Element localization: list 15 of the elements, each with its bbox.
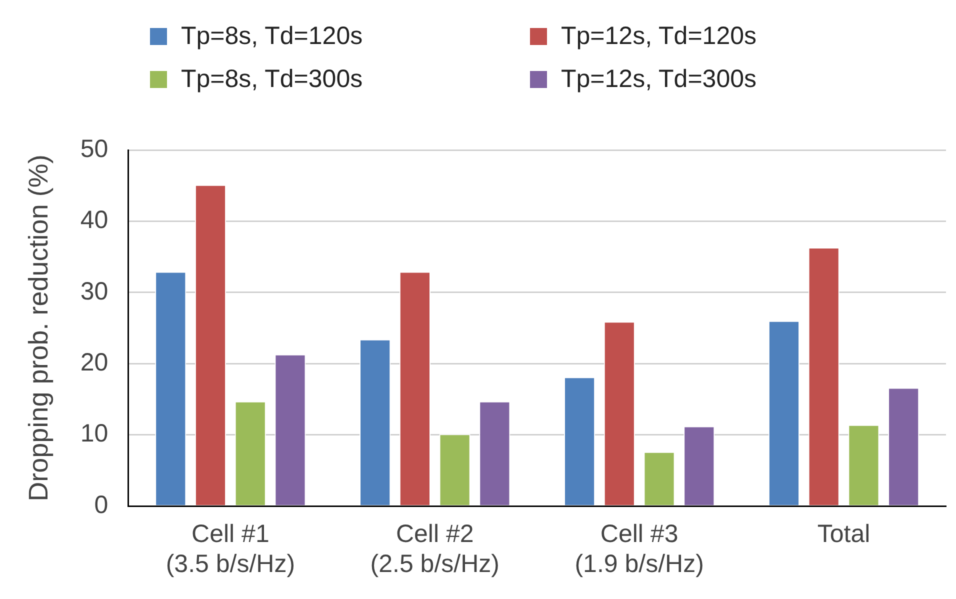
y-tick-label: 30	[80, 277, 108, 306]
x-tick-label: Cell #1 (3.5 b/s/Hz)	[166, 520, 296, 578]
y-tick-label: 10	[80, 420, 108, 448]
y-tick-label: 20	[80, 348, 108, 376]
y-axis-title: Dropping prob. reduction (%)	[24, 154, 54, 502]
legend-label: Tp=8s, Td=300s	[181, 65, 363, 94]
legend-label: Tp=12s, Td=120s	[561, 22, 757, 51]
x-tick-label: Total	[817, 520, 870, 548]
y-tick-label: 50	[80, 134, 108, 163]
legend-label: Tp=8s, Td=120s	[181, 22, 363, 51]
y-tick-label: 0	[94, 490, 108, 519]
x-tick-label: Cell #2 (2.5 b/s/Hz)	[370, 520, 500, 578]
x-tick-label: Cell #3 (1.9 b/s/Hz)	[574, 520, 704, 578]
legend-label: Tp=12s, Td=300s	[561, 65, 757, 94]
y-tick-label: 40	[80, 206, 108, 234]
